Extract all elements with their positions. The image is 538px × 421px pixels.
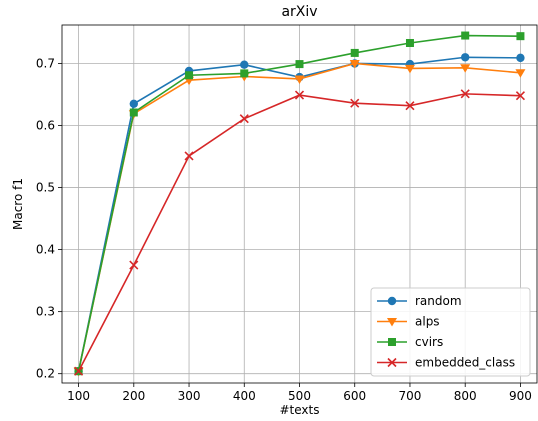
data-point	[129, 260, 139, 270]
data-point	[405, 101, 415, 111]
data-point	[240, 69, 249, 78]
y-tick-label: 0.6	[36, 119, 55, 133]
x-axis-label: #texts	[280, 403, 320, 417]
y-tick-label: 0.2	[36, 367, 55, 381]
data-point	[129, 99, 139, 108]
data-point	[350, 98, 360, 108]
x-tick-label: 900	[509, 389, 532, 403]
data-point	[185, 71, 194, 80]
legend-label: alps	[415, 315, 440, 329]
y-axis-label: Macro f1	[11, 178, 25, 230]
x-tick-label: 200	[122, 389, 145, 403]
data-point	[515, 91, 525, 101]
legend-item: embedded_class	[377, 356, 515, 370]
data-point	[460, 53, 470, 62]
data-point	[129, 108, 138, 117]
data-point	[294, 75, 305, 84]
data-point	[515, 69, 526, 78]
x-tick-label: 100	[67, 389, 90, 403]
legend-marker	[387, 296, 397, 306]
data-point	[516, 53, 525, 63]
legend-item: random	[377, 294, 462, 308]
data-point	[184, 151, 194, 161]
data-point	[239, 114, 249, 124]
data-point	[294, 90, 305, 100]
legend: random alps cvirs embedded_class	[370, 287, 531, 377]
legend-item: alps	[377, 315, 440, 329]
y-tick-label: 0.3	[36, 305, 55, 319]
legend-label: cvirs	[415, 335, 443, 349]
data-point	[460, 89, 470, 99]
axis-ticks: 100 200 300 400 500 600 700 800 900 0.2 0.3 0.4 0.5 0…	[36, 56, 532, 403]
legend-label: random	[415, 294, 462, 308]
x-tick-label: 700	[399, 389, 422, 403]
series-embedded-class	[74, 89, 525, 376]
x-tick-label: 600	[343, 389, 366, 403]
legend-marker	[388, 338, 396, 346]
chart-title: arXiv	[281, 4, 317, 20]
y-tick-label: 0.5	[36, 181, 55, 195]
data-point	[240, 60, 249, 69]
data-point	[516, 32, 525, 41]
data-point	[295, 60, 304, 69]
legend-item: cvirs	[377, 335, 443, 349]
data-point	[405, 38, 414, 47]
data-point	[349, 59, 360, 69]
data-point	[404, 64, 415, 74]
data-point	[461, 31, 470, 40]
x-tick-label: 400	[233, 389, 256, 403]
y-tick-label: 0.7	[36, 56, 55, 70]
x-tick-label: 800	[454, 389, 477, 403]
x-tick-label: 300	[178, 389, 201, 403]
legend-box	[370, 287, 531, 377]
data-point	[460, 64, 471, 73]
y-tick-label: 0.4	[36, 243, 55, 257]
data-point	[350, 48, 359, 57]
x-tick-label: 500	[288, 389, 311, 403]
data-point	[74, 366, 84, 376]
legend-label: embedded_class	[415, 356, 515, 370]
legend-marker	[387, 318, 397, 327]
legend-marker	[387, 357, 397, 368]
series-layer	[73, 31, 526, 377]
